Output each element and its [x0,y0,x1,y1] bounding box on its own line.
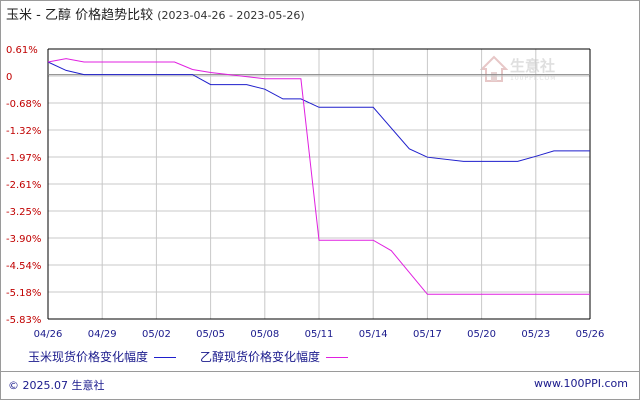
y-tick-label: -4.54% [6,261,41,272]
x-tick-label: 05/14 [359,329,388,340]
axes [47,48,591,320]
y-tick-label: 0.61% [6,45,38,56]
y-tick-label: -5.18% [6,288,41,299]
series-group [47,58,590,295]
x-tick-label: 04/26 [34,329,63,340]
y-tick-label: -3.90% [6,234,41,245]
x-tick-label: 05/08 [250,329,279,340]
chart-title-main: 玉米 - 乙醇 价格趋势比较 [6,8,154,23]
tick-labels: 0.61% 0 -0.68% -1.32% -1.97% -2.61% -3.25% -3.9… [6,45,604,340]
x-tick-label: 05/11 [305,329,334,340]
x-tick-label: 05/23 [521,329,550,340]
legend-item-2: 乙醇现货价格变化幅度 [200,348,349,365]
legend-swatch-1 [154,357,177,358]
y-tick-label: -0.68% [6,99,41,110]
chart-title: 玉米 - 乙醇 价格趋势比较 (2023-04-26 - 2023-05-26) [6,4,305,23]
x-tick-label: 05/17 [413,329,442,340]
legend-item-1: 玉米现货价格变化幅度 [28,348,177,365]
series-line-2 [47,58,590,295]
x-tick-label: 05/02 [142,329,171,340]
chart-title-range: (2023-04-26 - 2023-05-26) [157,9,305,22]
x-tick-label: 05/20 [467,329,496,340]
x-tick-label: 05/26 [576,329,605,340]
footer-link[interactable]: www.100PPI.com [534,377,628,390]
footer-copyright: © 2025.07 生意社 [8,379,105,392]
y-tick-label: -3.25% [6,207,41,218]
legend-label-1: 玉米现货价格变化幅度 [28,350,149,364]
footer-divider [0,371,640,372]
legend-swatch-2 [326,357,349,358]
y-tick-label: -5.83% [6,315,41,326]
watermark-text: 生意社 [510,57,556,75]
legend-label-2: 乙醇现货价格变化幅度 [200,350,321,364]
x-tick-label: 04/29 [88,329,117,340]
grid [47,48,591,320]
y-tick-label: -2.61% [6,180,41,191]
y-tick-label: -1.97% [6,153,41,164]
x-tick-label: 05/05 [196,329,225,340]
series-line-1 [47,61,590,162]
y-tick-label: -1.32% [6,126,41,137]
y-tick-label: 0 [6,72,12,83]
watermark-sub: 100PPI.COM [510,75,557,82]
